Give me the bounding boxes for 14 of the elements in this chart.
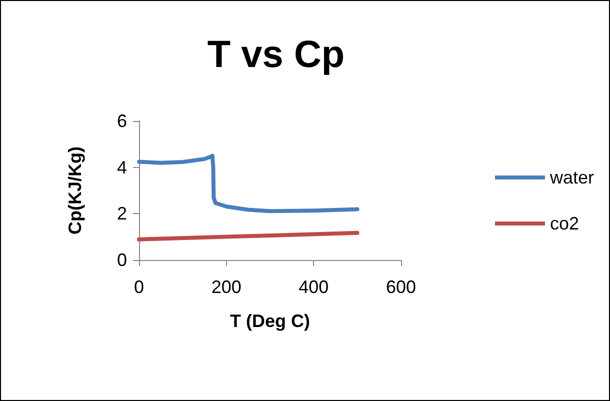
- legend-label: water: [548, 168, 594, 188]
- x-tick-label: 200: [211, 277, 242, 297]
- y-tick-label: 4: [116, 157, 127, 178]
- y-tick-label: 0: [116, 250, 127, 270]
- x-tick-label: 400: [298, 277, 329, 297]
- y-axis-title: Cp(KJ/Kg): [65, 146, 85, 234]
- x-tick-label: 0: [134, 277, 144, 297]
- legend-label: co2: [550, 214, 580, 234]
- chart-title: T vs Cp: [207, 34, 345, 76]
- y-tick-label: 2: [116, 204, 127, 224]
- y-tick-label: 6: [116, 111, 127, 131]
- x-axis-title: T (Deg C): [230, 311, 310, 331]
- line-series: [137, 154, 360, 214]
- x-tick-label: 600: [386, 277, 416, 297]
